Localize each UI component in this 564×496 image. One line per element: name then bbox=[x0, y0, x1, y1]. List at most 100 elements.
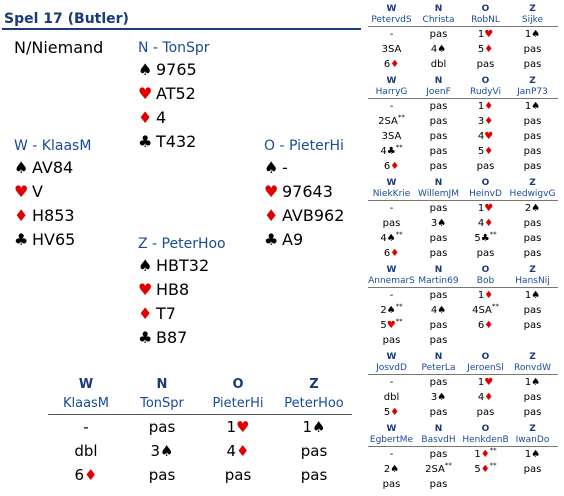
bid-cell: 6♦ bbox=[48, 463, 124, 487]
west-hand: W - KlaasM ♠ AV84 ♥ V ♦ H853 ♣ HV65 bbox=[14, 136, 91, 252]
heart-icon: ♥ bbox=[138, 280, 153, 299]
bid-cell: pas bbox=[415, 144, 462, 159]
bid-cell: dbl bbox=[415, 57, 462, 72]
bid-row: dbl 3♠ 4♦ pas bbox=[368, 390, 558, 405]
bid-cell: 1♠ bbox=[509, 99, 556, 114]
bid-cell: - bbox=[368, 201, 415, 216]
south-clubs: B87 bbox=[156, 328, 188, 347]
diamond-icon: ♦ bbox=[390, 407, 400, 418]
bid-row: - pas 1♥ 1♠ bbox=[48, 415, 352, 439]
table-bidding: W N O Z JosvdD PeterLa JeroenSl RonvdW - pas 1♥ 1♠ d… bbox=[368, 352, 558, 420]
seat-player-name: HarryG bbox=[375, 87, 408, 97]
seat-player-name: Martin69 bbox=[418, 276, 459, 286]
seat-player-name: RonvdW bbox=[514, 363, 551, 373]
bid-text: pas bbox=[429, 161, 448, 172]
bid-cell: 1♦ bbox=[462, 99, 509, 114]
bid-row: - pas 1♦ 1♠ bbox=[368, 99, 558, 114]
bid-cell: pas bbox=[415, 114, 462, 129]
bid-cell: 1♦ bbox=[462, 288, 509, 303]
club-icon: ♣ bbox=[264, 230, 279, 249]
south-player-name: Z - PeterHoo bbox=[138, 236, 226, 252]
bid-cell: pas bbox=[415, 27, 462, 42]
seat-player-name: JosvdD bbox=[376, 363, 407, 373]
dealer-vulnerability: N/Niemand bbox=[14, 38, 104, 57]
east-spades: - bbox=[282, 158, 288, 177]
heart-icon: ♥ bbox=[484, 203, 494, 214]
diamond-icon: ♦ bbox=[138, 304, 153, 323]
spade-icon: ♠ bbox=[437, 305, 447, 316]
heart-icon: ♥ bbox=[14, 182, 29, 201]
bid-cell: 3♠ bbox=[415, 216, 462, 231]
seat-letter: O bbox=[481, 76, 490, 86]
bid-cell: 1♥ bbox=[200, 415, 276, 439]
seat-letter: O bbox=[481, 178, 490, 188]
bid-text: 1 bbox=[524, 290, 532, 301]
bid-text: 4 bbox=[477, 218, 485, 229]
spade-icon: ♠ bbox=[437, 392, 447, 403]
bid-cell: pas bbox=[415, 99, 462, 114]
seat-letter: Z bbox=[529, 424, 536, 434]
seat-player-name: HansNij bbox=[515, 276, 550, 286]
bid-cell: pas bbox=[509, 216, 556, 231]
bid-cell: 4♠** bbox=[368, 231, 415, 246]
seat-player-name: PeterLa bbox=[421, 363, 456, 373]
bid-cell: - bbox=[368, 288, 415, 303]
bid-text: pas bbox=[429, 203, 448, 214]
bid-text: 1 bbox=[477, 203, 485, 214]
east-clubs: A9 bbox=[282, 230, 304, 249]
bid-row: 6♦ pas pas pas bbox=[368, 246, 558, 261]
heart-icon: ♥ bbox=[484, 377, 494, 388]
bid-text: 2 bbox=[380, 305, 387, 316]
seat-player-name: KlaasM bbox=[62, 396, 110, 411]
east-player-name: O - PieterHi bbox=[264, 138, 344, 154]
bid-cell: 3SA bbox=[368, 129, 415, 144]
bid-cell: pas bbox=[415, 201, 462, 216]
bid-row: 5♥** pas 6♦ pas bbox=[368, 318, 558, 333]
bid-text: pas bbox=[382, 218, 401, 229]
bid-cell: 3SA bbox=[368, 42, 415, 57]
bid-text: 1 bbox=[226, 418, 237, 436]
bid-cell: 3♦ bbox=[462, 114, 509, 129]
spade-icon: ♠ bbox=[531, 101, 541, 112]
west-hearts: V bbox=[32, 182, 43, 201]
seat-letter: O bbox=[481, 352, 490, 362]
bid-cell: 5♣** bbox=[462, 231, 509, 246]
alert-mark: ** bbox=[491, 302, 499, 311]
bid-text: pas bbox=[523, 233, 542, 244]
club-icon: ♣ bbox=[138, 132, 153, 151]
seat-player-name: EgbertMe bbox=[369, 435, 414, 445]
bid-text: pas bbox=[523, 161, 542, 172]
alert-mark: ** bbox=[395, 302, 403, 311]
bid-cell: pas bbox=[415, 447, 462, 462]
bid-text: pas bbox=[523, 305, 542, 316]
bid-cell: 6♦ bbox=[368, 57, 415, 72]
seat-letter: W bbox=[386, 178, 397, 188]
bid-cell: pas bbox=[415, 477, 462, 492]
diamond-icon: ♦ bbox=[264, 206, 279, 225]
bid-row: pas 3♠ 4♦ pas bbox=[368, 216, 558, 231]
heart-icon: ♥ bbox=[484, 29, 494, 40]
table-bidding: W N O Z NiekKrie WillemJM HeinvD HedwigvG - pas 1♥… bbox=[368, 178, 558, 261]
bid-text: - bbox=[389, 101, 394, 112]
bid-text: pas bbox=[476, 59, 495, 70]
bid-row: 4♣** pas 5♦ pas bbox=[368, 144, 558, 159]
bid-text: 4 bbox=[477, 392, 485, 403]
bid-text: 6 bbox=[383, 59, 391, 70]
bid-row: 6♦ pas pas pas bbox=[368, 159, 558, 174]
north-spades: 9765 bbox=[156, 60, 197, 79]
bid-cell: pas bbox=[415, 318, 462, 333]
bid-cell: pas bbox=[415, 231, 462, 246]
bid-text: pas bbox=[429, 233, 448, 244]
seat-letter: N bbox=[434, 265, 443, 275]
bid-text: pas bbox=[429, 29, 448, 40]
bid-cell: pas bbox=[509, 405, 556, 420]
bid-cell bbox=[509, 333, 556, 348]
diamond-icon: ♦ bbox=[236, 442, 250, 460]
south-hand: Z - PeterHoo ♠ HBT32 ♥ HB8 ♦ T7 ♣ B87 bbox=[138, 234, 226, 350]
bid-text: 2SA bbox=[378, 116, 398, 127]
bid-cell: pas bbox=[462, 246, 509, 261]
heart-icon: ♥ bbox=[264, 182, 279, 201]
bid-cell: 4♠ bbox=[415, 42, 462, 57]
bid-cell: pas bbox=[276, 439, 352, 463]
bid-text: 1 bbox=[302, 418, 313, 436]
